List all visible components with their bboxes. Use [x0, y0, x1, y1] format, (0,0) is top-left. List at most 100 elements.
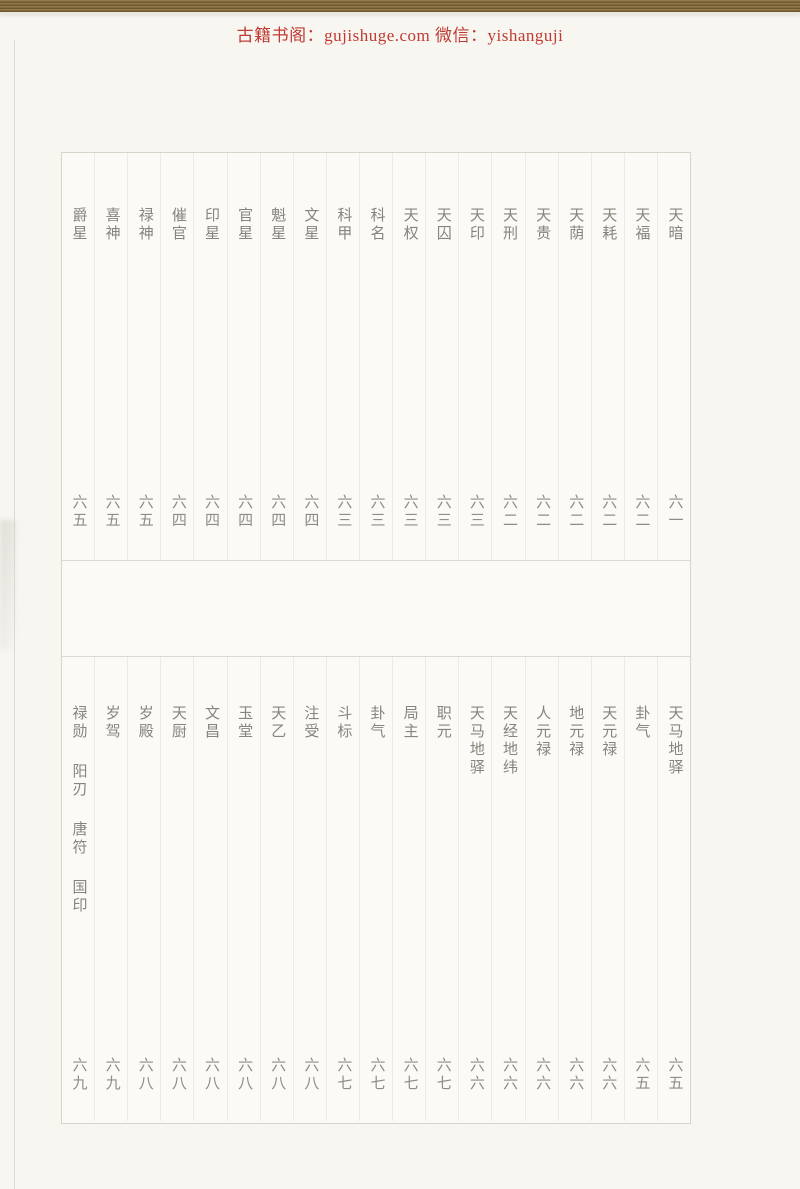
table-column: 科名 六三 [360, 153, 394, 560]
star-name: 催官 [169, 207, 186, 243]
page-number: 六三 [401, 494, 418, 530]
star-name: 卦气 [368, 705, 385, 741]
index-section-top: 爵星 六五 喜神 六五 禄神 六五 催官 六四 印星 六四 官星 六四 魁星 六四 文星 六四 科甲 六三 科名 六三… [62, 153, 690, 561]
star-name: 文星 [302, 207, 319, 243]
star-name: 天耗 [600, 207, 617, 243]
page-number: 六九 [103, 1057, 120, 1093]
star-name-group: 天马地驿 [666, 705, 683, 777]
page-number: 六三 [335, 494, 352, 530]
page-number: 六二 [567, 494, 584, 530]
table-column: 天印 六三 [459, 153, 493, 560]
page-number: 六四 [169, 494, 186, 530]
star-name-group: 印星 [203, 207, 219, 243]
star-name-group: 职元 [435, 705, 451, 741]
page-number: 六七 [434, 1057, 451, 1093]
page-number: 六六 [567, 1057, 584, 1093]
star-name: 天元禄 [600, 705, 617, 759]
star-name-group: 催官 [169, 207, 186, 243]
star-name: 注受 [302, 705, 319, 741]
star-name: 斗标 [335, 705, 352, 741]
star-name: 天乙 [269, 705, 286, 741]
star-name-group: 玉堂 [236, 705, 253, 741]
page-number: 六一 [666, 494, 683, 530]
page-number: 六三 [368, 494, 385, 530]
page-number: 六五 [136, 494, 153, 530]
star-name-group: 天贵 [534, 207, 550, 243]
star-name-group: 文昌 [203, 705, 219, 741]
star-name: 岁驾 [103, 705, 120, 741]
page-number: 六二 [500, 494, 517, 530]
star-name-group: 天权 [401, 207, 418, 243]
page-number: 六八 [136, 1057, 153, 1093]
page-number: 六八 [269, 1057, 286, 1093]
star-name-group: 禄勋 阳刃 唐符 国印 [70, 705, 87, 915]
page-number: 六二 [534, 494, 551, 530]
star-name: 天权 [401, 207, 418, 243]
star-name: 禄神 [136, 207, 153, 243]
star-name-group: 局主 [401, 705, 418, 741]
page-number: 六四 [269, 494, 286, 530]
decorative-top-border [0, 0, 800, 14]
table-column: 天权 六三 [393, 153, 427, 560]
table-column: 斗标 六七 [327, 657, 360, 1121]
table-column: 天暗 六一 [658, 153, 690, 560]
table-column: 地元禄 六六 [559, 657, 592, 1121]
star-name: 天刑 [500, 207, 517, 243]
star-name: 国印 [70, 879, 87, 915]
star-name: 天囚 [434, 207, 451, 243]
star-name-group: 天刑 [500, 207, 517, 243]
star-name: 地元禄 [567, 705, 584, 759]
star-name: 局主 [401, 705, 418, 741]
page-number: 六六 [534, 1057, 551, 1093]
star-name-group: 卦气 [368, 705, 385, 741]
scan-smudge [0, 520, 16, 650]
table-column: 天耗 六二 [592, 153, 625, 560]
table-column: 注受 六八 [294, 657, 327, 1121]
star-name: 天马地驿 [666, 705, 683, 777]
page-number: 六四 [202, 494, 219, 530]
table-column: 禄神 六五 [128, 153, 162, 560]
star-name-group: 科甲 [335, 207, 351, 243]
table-column: 天乙 六八 [261, 657, 294, 1121]
star-name-group: 天囚 [434, 207, 451, 243]
table-column: 官星 六四 [228, 153, 261, 560]
page-number: 六二 [633, 494, 650, 530]
table-column: 天马地驿 六五 [658, 657, 690, 1121]
table-column: 天经地纬 六六 [492, 657, 526, 1121]
star-name-group: 禄神 [136, 207, 153, 243]
star-name-group: 天耗 [600, 207, 617, 243]
star-name-group: 天经地纬 [500, 705, 517, 777]
page-number: 六六 [600, 1057, 617, 1093]
star-name-group: 地元禄 [567, 705, 584, 759]
star-name: 官星 [236, 207, 253, 243]
star-name: 玉堂 [236, 705, 253, 741]
star-name-group: 天印 [467, 207, 484, 243]
table-column: 魁星 六四 [261, 153, 294, 560]
table-column: 天元禄 六六 [592, 657, 625, 1121]
page-number: 六八 [169, 1057, 186, 1093]
star-name-group: 天马地驿 [468, 705, 484, 777]
star-name: 天经地纬 [500, 705, 517, 777]
star-name-group: 天厨 [170, 705, 186, 741]
star-name: 喜神 [103, 207, 120, 243]
page-number: 六四 [236, 494, 253, 530]
table-column: 爵星 六五 [62, 153, 96, 560]
table-column: 局主 六七 [393, 657, 427, 1121]
star-index-table: 爵星 六五 喜神 六五 禄神 六五 催官 六四 印星 六四 官星 六四 魁星 六四 文星 六四 科甲 六三 科名 六三… [61, 152, 691, 1124]
star-name: 天印 [467, 207, 484, 243]
page-number: 六八 [302, 1057, 319, 1093]
table-column: 印星 六四 [194, 153, 228, 560]
page-number: 六五 [666, 1057, 683, 1093]
star-name-group: 文星 [302, 207, 319, 243]
page-number: 六七 [368, 1057, 385, 1093]
table-column: 岁殿 六八 [128, 657, 162, 1121]
star-name: 天荫 [567, 207, 584, 243]
table-column: 职元 六七 [426, 657, 460, 1121]
star-name-group: 爵星 [71, 207, 87, 243]
page-number: 六四 [302, 494, 319, 530]
star-name: 魁星 [269, 207, 286, 243]
star-name-group: 喜神 [103, 207, 120, 243]
table-column: 文星 六四 [294, 153, 327, 560]
table-column: 天刑 六二 [492, 153, 526, 560]
star-name-group: 魁星 [269, 207, 286, 243]
